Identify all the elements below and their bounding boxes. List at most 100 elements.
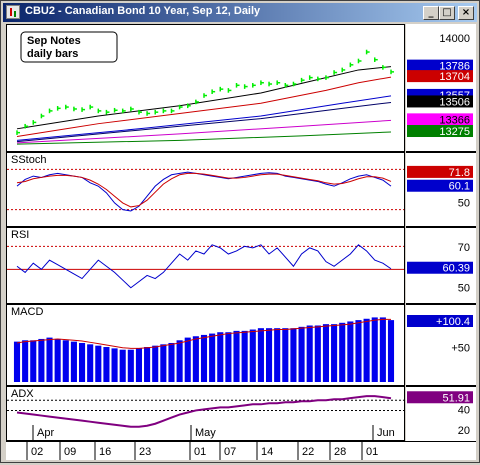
date-axis: 02 09 16 23 01 07 14 22 28 01	[6, 441, 476, 460]
macd-bar	[160, 344, 167, 382]
day-label: 07	[224, 446, 236, 458]
macd-bar	[379, 317, 386, 382]
rsi-value: 60.39	[442, 263, 470, 275]
macd-signal-line	[16, 318, 391, 349]
macd-bar	[265, 328, 273, 382]
macd-bar	[200, 334, 208, 382]
price-tick-14000: 14000	[439, 33, 470, 45]
annotation-line-2: daily bars	[27, 48, 78, 60]
macd-bar	[209, 333, 216, 382]
window-title: CBU2 - Canadian Bond 10 Year, Sep 12, Da…	[25, 5, 261, 17]
rsi-value-bg	[407, 261, 473, 274]
macd-bar	[274, 328, 281, 382]
macd-bar	[241, 330, 248, 382]
month-label-apr: Apr	[37, 427, 54, 439]
macd-bar	[46, 337, 53, 382]
price-value-MA2: 13704	[439, 71, 470, 83]
minimize-button[interactable]: _	[423, 6, 439, 20]
rsi-series	[16, 244, 392, 289]
macd-bar	[339, 322, 346, 382]
macd-bar	[282, 328, 289, 382]
price-value-MA6-bg	[407, 125, 473, 138]
axis-svg: 1400013786137041355713506133661327560.17…	[406, 33, 476, 437]
adx-title: ADX	[11, 388, 34, 400]
macd-bar	[152, 345, 159, 382]
macd-bar	[144, 347, 151, 382]
month-label-jun: Jun	[377, 427, 395, 439]
macd-bar	[257, 328, 264, 382]
price-value-MA6: 13275	[439, 126, 470, 138]
day-label: 22	[302, 446, 314, 458]
price-value-MA5-bg	[407, 113, 473, 126]
price-series-MA4	[16, 101, 392, 143]
macd-bar	[387, 320, 395, 382]
adx-tick-40: 40	[458, 404, 470, 416]
macd-bar	[78, 342, 86, 382]
macd-bar	[184, 337, 191, 382]
adx-value-bg	[407, 391, 473, 404]
value-axis: 1400013786137041355713506133661327560.17…	[406, 24, 476, 441]
macd-bar	[322, 324, 330, 382]
macd-bar	[217, 332, 224, 382]
rsi-tick-70: 70	[458, 242, 470, 254]
sstoch-value-k: 60.1	[449, 181, 470, 193]
price-series-MA2	[16, 76, 392, 137]
price-value-MA4: 13506	[439, 96, 470, 108]
macd-bar	[225, 332, 232, 382]
macd-bar	[87, 344, 94, 382]
macd-bar	[111, 348, 118, 382]
chart-app-icon	[6, 5, 20, 19]
macd-bar	[30, 340, 37, 382]
macd-bar	[168, 342, 175, 382]
macd-bar	[363, 318, 370, 382]
macd-title: MACD	[11, 306, 43, 318]
sstoch-value-k-bg	[407, 179, 473, 192]
macd-value-bg	[407, 315, 473, 327]
close-button[interactable]: ×	[458, 6, 474, 20]
macd-bar	[13, 341, 21, 382]
maximize-button[interactable]: □	[439, 6, 455, 20]
annotation-box	[20, 31, 118, 63]
price-series-MA5	[16, 119, 392, 144]
macd-bar	[54, 338, 61, 382]
macd-bar	[127, 349, 134, 382]
macd-bar	[298, 326, 305, 382]
annotation-line-1: Sep Notes	[27, 35, 81, 47]
macd-bar	[176, 340, 183, 382]
day-label: 14	[261, 446, 273, 458]
macd-value: +100.4	[436, 316, 470, 328]
day-label: 28	[334, 446, 346, 458]
sstoch-title: SStoch	[11, 154, 46, 166]
macd-bar	[347, 321, 354, 382]
macd-bar	[306, 325, 313, 382]
price-value-MA2-bg	[407, 70, 473, 83]
title-bar[interactable]: CBU2 - Canadian Bond 10 Year, Sep 12, Da…	[3, 3, 477, 22]
month-label-may: May	[195, 427, 216, 439]
day-label: 02	[31, 446, 43, 458]
day-label: 01	[366, 446, 378, 458]
sstoch-value-d: 71.8	[449, 167, 470, 179]
macd-bar	[331, 324, 338, 382]
macd-bar	[22, 340, 29, 382]
price-value-MA5: 13366	[439, 114, 470, 126]
sstoch-tick-50: 50	[458, 198, 470, 210]
macd-tick-50: +50	[451, 342, 470, 354]
macd-bar	[355, 320, 362, 382]
macd-bar	[192, 336, 199, 382]
macd-bar	[95, 345, 102, 382]
adx-value: 51.91	[442, 392, 470, 404]
macd-bar	[38, 338, 45, 382]
macd-bar	[233, 330, 240, 382]
macd-bar	[371, 317, 378, 382]
day-label: 01	[194, 446, 206, 458]
adx-tick-20: 20	[458, 425, 470, 437]
macd-bar	[249, 329, 256, 382]
price-series-MA1	[16, 66, 392, 130]
plot-area[interactable]: Sep Notes daily bars SStoch RSI MACD ADX Apr Ma…	[6, 24, 405, 441]
price-series-MA3	[16, 95, 392, 141]
sstoch-series-K	[16, 171, 392, 212]
sstoch-value-d-bg	[407, 165, 473, 178]
price-series-MA6	[16, 131, 392, 145]
